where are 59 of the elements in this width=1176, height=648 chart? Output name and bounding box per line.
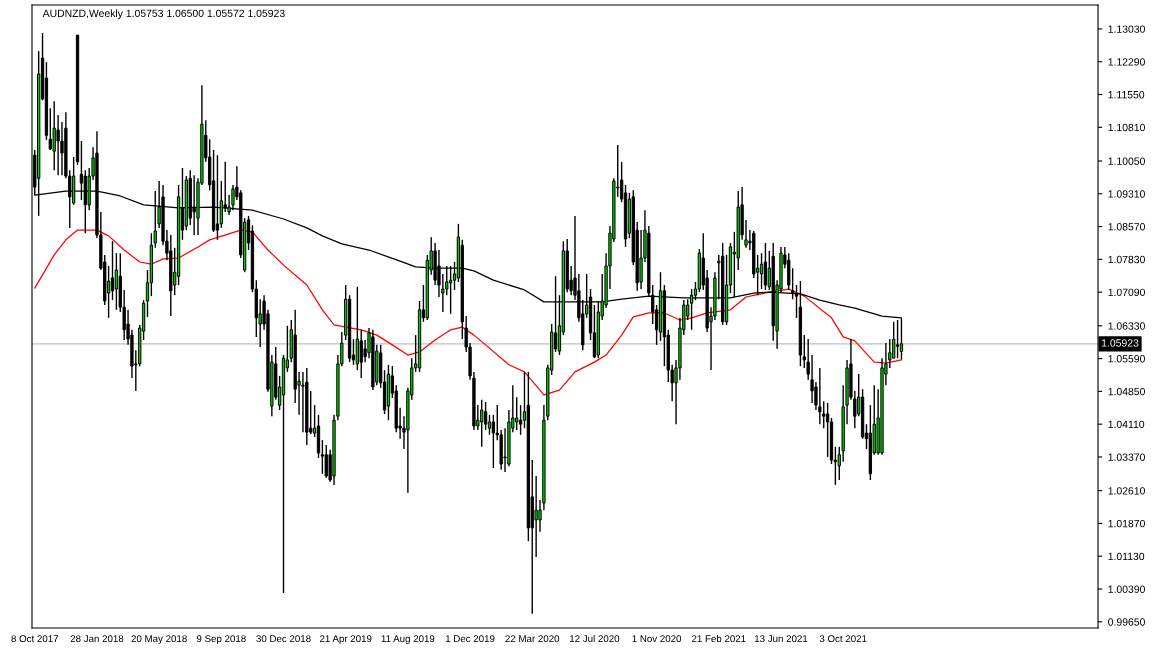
- candlestick: [52, 100, 56, 171]
- y-tick-label: 1.09310: [1108, 190, 1145, 198]
- y-tick-label: 1.04110: [1108, 420, 1145, 429]
- x-tick-label: 21 Feb 2021: [691, 634, 746, 643]
- ref-line-label: 1.05923: [1101, 339, 1139, 347]
- x-tick-label: 8 Oct 2017: [11, 635, 59, 643]
- y-tick-label: 1.13030: [1108, 25, 1145, 33]
- x-tick-label: 3 Oct 2021: [819, 635, 867, 643]
- candlestick: [763, 242, 768, 291]
- candlestick: [518, 404, 523, 436]
- y-tick-label: 1.03370: [1108, 453, 1145, 461]
- candlestick: [324, 444, 328, 479]
- y-tick-label: 1.12290: [1108, 58, 1145, 66]
- chart-title: AUDNZD,Weekly 1.05753 1.06500 1.05572 1.05923: [42, 9, 285, 20]
- x-tick-label: 1 Nov 2020: [632, 635, 682, 643]
- candlestick: [48, 107, 52, 151]
- candlestick: [56, 114, 60, 176]
- x-tick-label: 20 May 2018: [131, 635, 187, 645]
- y-tick-label: 1.07830: [1108, 255, 1145, 264]
- candlestick: [759, 252, 764, 290]
- candlestick: [192, 174, 196, 236]
- x-tick-label: 30 Dec 2018: [256, 635, 311, 643]
- candlestick: [301, 371, 305, 433]
- candlestick: [106, 265, 111, 319]
- candlestick: [491, 414, 496, 469]
- candlestick: [487, 414, 492, 436]
- x-tick-label: 13 Jun 2021: [754, 635, 808, 643]
- y-tick-label: 1.10810: [1108, 123, 1145, 132]
- candlestick: [892, 321, 896, 359]
- candlestick: [515, 396, 519, 431]
- y-tick-label: 1.06330: [1108, 322, 1145, 330]
- y-tick-label: 1.05590: [1108, 355, 1145, 363]
- y-tick-label: 1.04850: [1108, 387, 1145, 396]
- x-tick-label: 9 Sep 2018: [196, 635, 246, 645]
- y-tick-label: 1.11550: [1108, 91, 1145, 99]
- x-tick-label: 21 Apr 2019: [319, 635, 372, 645]
- y-tick-label: 1.08570: [1108, 223, 1145, 231]
- candlestick: [359, 329, 363, 379]
- x-tick-label: 11 Aug 2019: [381, 635, 435, 645]
- candlestick: [480, 399, 484, 448]
- y-tick-label: 1.00390: [1108, 585, 1145, 593]
- x-tick-label: 1 Dec 2019: [445, 635, 495, 643]
- y-tick-label: 1.02610: [1108, 487, 1145, 495]
- x-tick-label: 28 Jan 2018: [70, 635, 124, 643]
- candlestick: [895, 319, 900, 359]
- y-tick-label: 1.01130: [1108, 552, 1145, 561]
- x-tick-label: 12 Jul 2020: [570, 634, 620, 643]
- line-series: [34, 229, 903, 396]
- candlestick: [483, 401, 488, 431]
- y-tick-label: 1.07090: [1108, 288, 1145, 297]
- candlestick: [818, 367, 822, 425]
- y-tick-label: 1.10050: [1108, 157, 1145, 165]
- y-tick-label: 0.99650: [1108, 618, 1145, 626]
- candlestick: [534, 475, 538, 558]
- candlestick: [825, 402, 830, 458]
- candlestick: [110, 240, 115, 301]
- x-tick-label: 22 Mar 2020: [505, 635, 560, 643]
- candlestick: [320, 439, 325, 475]
- y-tick-label: 1.01870: [1108, 519, 1145, 528]
